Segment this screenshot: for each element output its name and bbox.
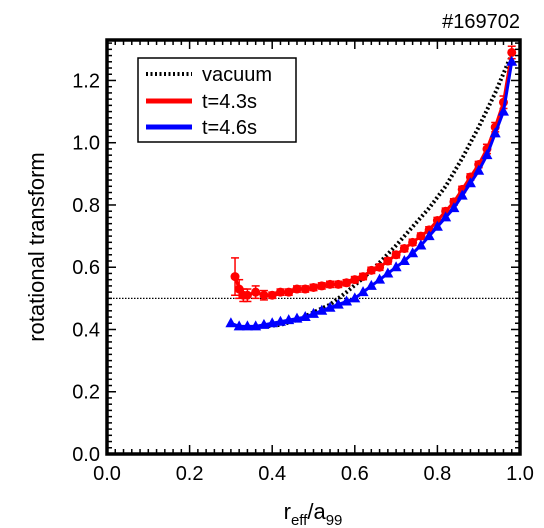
- point-t43: [333, 279, 343, 289]
- point-t46: [374, 273, 386, 284]
- y-tick-label: 0.8: [72, 195, 100, 217]
- y-axis-label: rotational transform: [24, 152, 49, 342]
- point-t46: [283, 314, 295, 325]
- point-t46: [349, 292, 361, 303]
- point-t46: [225, 317, 237, 328]
- y-tick-label: 1.0: [72, 133, 100, 155]
- x-axis-label-main: r: [284, 499, 291, 524]
- x-axis-label-sub1: eff: [291, 512, 308, 528]
- point-t43: [251, 287, 261, 297]
- point-t46: [266, 317, 278, 328]
- legend-label-t46: t=4.6s: [202, 117, 257, 139]
- point-t46: [250, 320, 262, 331]
- point-t46: [258, 318, 270, 329]
- series-layer: [107, 45, 520, 331]
- ticks-layer: [106, 40, 521, 455]
- x-axis-label-sub2: 99: [326, 512, 343, 528]
- point-t43: [259, 290, 269, 300]
- point-t46: [308, 307, 319, 318]
- x-tick-labels: 0.0 0.2 0.4 0.6 0.8 1.0: [93, 463, 534, 485]
- point-t43: [507, 47, 517, 57]
- point-t43: [399, 244, 409, 254]
- legend-label-vacuum: vacuum: [202, 64, 272, 86]
- point-t46: [506, 55, 518, 66]
- y-tick-labels: 0.0 0.2 0.4 0.6 0.8 1.0 1.2: [72, 70, 100, 466]
- point-t46: [274, 315, 286, 326]
- x-tick-label: 0.0: [93, 463, 121, 485]
- point-t43: [230, 272, 240, 282]
- point-t46: [407, 247, 419, 258]
- point-t46: [390, 261, 402, 272]
- y-tick-label: 1.2: [72, 70, 100, 92]
- point-t43: [300, 284, 310, 294]
- point-t46: [324, 301, 336, 312]
- point-t46: [448, 202, 460, 213]
- point-t43: [350, 275, 360, 285]
- point-t43: [366, 265, 376, 275]
- point-t43: [317, 281, 327, 291]
- point-t43: [309, 282, 318, 292]
- point-t43: [416, 231, 426, 241]
- y-tick-label: 0.6: [72, 257, 100, 279]
- x-axis-label-mid: /a: [307, 499, 326, 524]
- x-tick-label: 0.6: [341, 463, 369, 485]
- x-tick-label: 0.8: [423, 463, 451, 485]
- legend-label-t43: t=4.3s: [202, 91, 257, 113]
- point-t43: [375, 262, 385, 272]
- legend: vacuum t=4.3s t=4.6s: [137, 57, 297, 143]
- point-t46: [316, 304, 328, 315]
- x-tick-label: 0.4: [258, 463, 286, 485]
- point-t46: [299, 311, 311, 322]
- point-t46: [489, 127, 501, 138]
- point-t46: [431, 220, 443, 231]
- point-t46: [456, 189, 468, 200]
- point-t43: [325, 279, 335, 289]
- chart-title: #169702: [442, 11, 520, 33]
- point-t46: [440, 211, 452, 222]
- point-t43: [275, 287, 285, 297]
- point-t43: [383, 256, 393, 266]
- point-t46: [423, 230, 435, 241]
- point-t46: [365, 279, 377, 290]
- x-tick-label: 1.0: [506, 463, 534, 485]
- point-t46: [382, 267, 394, 278]
- point-t46: [332, 298, 344, 309]
- series-vacuum-line: [263, 53, 514, 329]
- point-t46: [497, 105, 509, 116]
- y-tick-label: 0.4: [72, 319, 100, 341]
- point-t43: [358, 272, 368, 282]
- point-t43: [267, 290, 277, 300]
- point-t46: [473, 164, 485, 175]
- point-t46: [357, 286, 369, 297]
- x-axis-label: reff/a99: [284, 499, 343, 528]
- point-t43: [284, 287, 294, 297]
- point-t46: [464, 177, 476, 188]
- point-t46: [241, 320, 253, 331]
- point-t46: [341, 295, 353, 306]
- x-tick-label: 0.2: [176, 463, 204, 485]
- point-t46: [398, 255, 410, 266]
- point-t46: [291, 312, 303, 323]
- point-t43: [242, 290, 252, 300]
- point-t46: [415, 239, 427, 250]
- y-tick-label: 0.0: [72, 444, 100, 466]
- y-tick-label: 0.2: [72, 382, 100, 404]
- point-t43: [391, 250, 401, 260]
- point-t46: [481, 149, 493, 160]
- point-t43: [408, 237, 418, 247]
- point-t43: [342, 278, 352, 288]
- point-t43: [292, 284, 302, 294]
- point-t46: [233, 320, 245, 331]
